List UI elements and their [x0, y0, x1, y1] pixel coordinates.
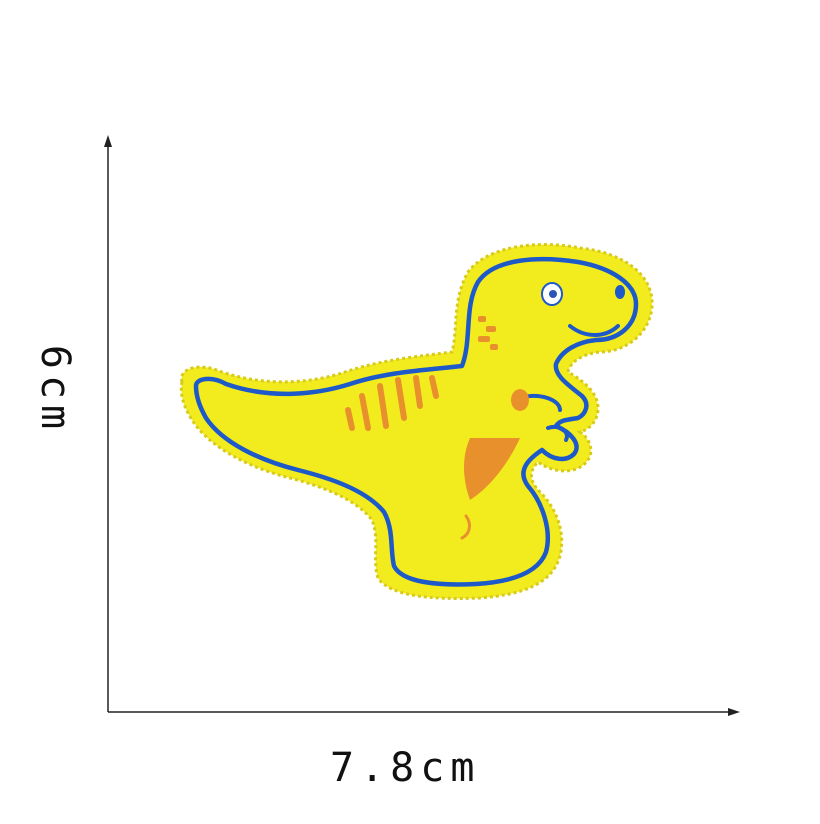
belly-patch	[464, 438, 520, 500]
cheek-marks	[478, 316, 498, 350]
back-stripes	[345, 375, 439, 431]
nostril	[615, 285, 625, 299]
height-label: 6cm	[32, 344, 78, 436]
smile	[568, 324, 620, 337]
horizontal-arrow-icon	[728, 708, 740, 716]
dimension-axes	[104, 135, 740, 716]
shoulder-spot	[511, 389, 529, 411]
leg-outline	[460, 514, 471, 540]
eye-icon	[541, 282, 563, 306]
patch-felt	[179, 243, 654, 600]
vertical-arrow-icon	[104, 135, 112, 147]
width-label: 7.8cm	[330, 745, 481, 791]
patch-outline	[193, 256, 639, 587]
dinosaur-patch	[179, 243, 654, 600]
